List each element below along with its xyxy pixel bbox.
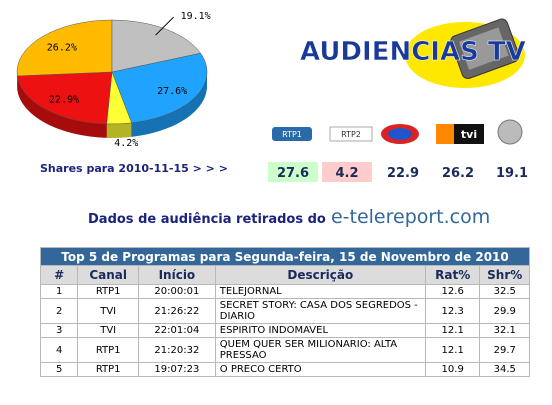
source: Dados de audiência retirados do e-telere…	[88, 206, 490, 228]
slice	[16, 19, 113, 77]
logo-sic	[388, 128, 412, 140]
table-cell: 3	[39, 323, 79, 338]
table-cell: 29.9	[479, 298, 530, 324]
table-cell: O PRECO CERTO	[214, 362, 426, 377]
logo-tvi	[436, 124, 454, 144]
shares: 27.6 4.2 22.9 26.2 19.1	[277, 166, 528, 181]
graphics: 27.6% 4.2% 22.9% 26.2% 19.1% AUDIENCIAS TV R…	[16, 11, 528, 182]
logo-title: AUDIENCIAS TV	[300, 37, 526, 67]
header-cell: Descrição	[214, 265, 426, 285]
table-cell: RTP1	[77, 337, 139, 363]
table-cell: 19:07:23	[137, 362, 216, 377]
table-cell: 1	[39, 284, 79, 299]
logo-text: RTP2	[341, 130, 361, 139]
table-cell: QUEM QUER SER MILIONARIO: ALTA PRESSAO	[214, 337, 426, 363]
header-cell: Shr%	[479, 265, 530, 285]
shares-link[interactable]: Shares para 2010-11-15 > > >	[40, 162, 228, 175]
slice	[111, 52, 208, 124]
share-value: 26.2	[442, 166, 474, 181]
table-cell: 34.5	[479, 362, 530, 377]
slice-label: 26.2%	[47, 43, 77, 54]
table: Top 5 de Programas para Segunda-feira, 1…	[39, 247, 530, 377]
slice-label: 27.6%	[157, 86, 187, 97]
table-cell: 4	[39, 337, 79, 363]
table-cell: TVI	[77, 298, 139, 324]
share-value: 22.9	[387, 166, 419, 181]
table-cell: 21:20:32	[137, 337, 216, 363]
title-row: Top 5 de Programas para Segunda-feira, 1…	[40, 247, 530, 266]
logo-text: RTP1	[282, 130, 302, 139]
table-cell: TELEJORNAL	[214, 284, 426, 299]
logo-text: tvi	[461, 128, 477, 141]
table-cell: 2	[39, 298, 79, 324]
table-cell: 12.3	[424, 298, 481, 324]
table-cell: 12.1	[424, 323, 481, 338]
header-cell: Início	[137, 265, 216, 285]
table-cell: 5	[39, 362, 79, 377]
logo-rtp2	[329, 126, 373, 142]
table-row: 3 TVI 22:01:04 ESPIRITO INDOMAVEL 12.1 32.1	[39, 323, 530, 338]
header-cell: #	[39, 265, 79, 285]
table-cell: 32.5	[479, 284, 530, 299]
logo-tvi	[454, 124, 484, 144]
source-site[interactable]: e-telereport.com	[330, 206, 491, 228]
source-text: Dados de audiência retirados do	[88, 212, 326, 227]
slice-label: 19.1%	[181, 11, 211, 22]
header-cell: Canal	[77, 265, 139, 285]
table-title: Top 5 de Programas para Segunda-feira, 1…	[40, 247, 530, 266]
table-row: 1 RTP1 20:00:01 TELEJORNAL 12.6 32.5	[39, 284, 530, 299]
slice-label: 4.2%	[114, 138, 138, 149]
share-bg	[268, 162, 318, 182]
share-value: 19.1	[496, 166, 528, 181]
table-cell: 10.9	[424, 362, 481, 377]
table-cell: RTP1	[77, 362, 139, 377]
table-cell: 12.1	[424, 337, 481, 363]
header-cell: Rat%	[424, 265, 481, 285]
table-cell: 12.6	[424, 284, 481, 299]
slice	[16, 71, 113, 125]
table-cell: RTP1	[77, 284, 139, 299]
pie-chart: 27.6% 4.2% 22.9% 26.2% 19.1%	[16, 11, 211, 149]
table-cell: SECRET STORY: CASA DOS SEGREDOS - DIARIO	[214, 298, 426, 324]
table-row: 4 RTP1 21:20:32 QUEM QUER SER MILIONARIO: A…	[39, 337, 530, 363]
table-cell: 22:01:04	[137, 323, 216, 338]
table-cell: 29.7	[479, 337, 530, 363]
share-value: 4.2	[335, 166, 358, 181]
share-bg	[322, 162, 372, 182]
slice-label: 22.9%	[49, 95, 79, 106]
table-cell: 32.1	[479, 323, 530, 338]
logo-others	[497, 119, 523, 145]
table-cell: 20:00:01	[137, 284, 216, 299]
table-cell: TVI	[77, 323, 139, 338]
logo-tv	[450, 18, 520, 79]
share-value: 27.6	[277, 166, 309, 181]
leader-line	[155, 16, 174, 36]
header-row: # Canal Início Descrição Rat% Shr%	[39, 265, 530, 285]
table-cell: 21:26:22	[137, 298, 216, 324]
table-row: 5 RTP1 19:07:23 O PRECO CERTO 10.9 34.5	[39, 362, 530, 377]
logo-rtp1	[272, 127, 312, 141]
table-row: 2 TVI 21:26:22 SECRET STORY: CASA DOS SEGRE…	[39, 298, 530, 324]
slice	[111, 19, 201, 73]
table-cell: ESPIRITO INDOMAVEL	[214, 323, 426, 338]
